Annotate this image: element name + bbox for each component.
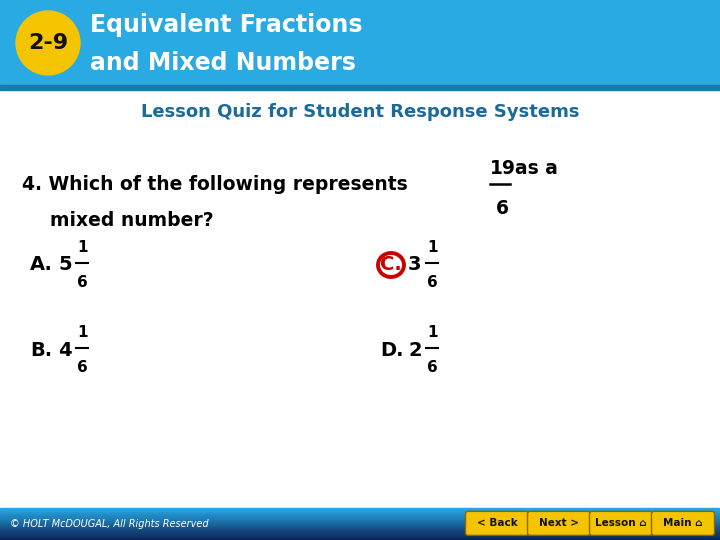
Bar <box>0 521 720 523</box>
Bar <box>0 536 720 538</box>
Text: 19: 19 <box>490 159 516 178</box>
Bar <box>0 522 720 524</box>
Text: 5: 5 <box>58 255 71 274</box>
Bar <box>0 534 720 536</box>
Text: Next >: Next > <box>539 518 579 528</box>
Bar <box>0 532 720 534</box>
Bar <box>0 0 720 85</box>
Text: D.: D. <box>380 341 403 360</box>
Bar <box>0 517 720 518</box>
Text: 6: 6 <box>496 199 509 218</box>
Bar <box>0 519 720 521</box>
Text: Main ⌂: Main ⌂ <box>663 518 703 528</box>
Bar <box>0 510 720 511</box>
Text: as a: as a <box>515 159 558 178</box>
FancyBboxPatch shape <box>590 511 652 535</box>
Text: mixed number?: mixed number? <box>50 211 214 229</box>
Text: < Back: < Back <box>477 518 518 528</box>
Bar <box>0 537 720 539</box>
Text: C.: C. <box>380 255 402 274</box>
Bar <box>0 511 720 512</box>
Bar <box>0 515 720 517</box>
Text: © HOLT McDOUGAL, All Rights Reserved: © HOLT McDOUGAL, All Rights Reserved <box>10 519 209 529</box>
Bar <box>0 530 720 531</box>
Bar <box>0 526 720 528</box>
Bar <box>0 521 720 522</box>
Text: 6: 6 <box>427 275 438 290</box>
Bar <box>0 538 720 540</box>
Text: 6: 6 <box>427 360 438 375</box>
Text: Lesson Quiz for Student Response Systems: Lesson Quiz for Student Response Systems <box>140 103 580 121</box>
Bar <box>0 535 720 537</box>
Text: and Mixed Numbers: and Mixed Numbers <box>90 51 356 75</box>
Bar <box>0 523 720 525</box>
FancyBboxPatch shape <box>528 511 590 535</box>
Bar <box>0 512 720 514</box>
Bar <box>0 525 720 527</box>
Text: 1: 1 <box>77 325 88 340</box>
Bar <box>0 509 720 510</box>
Ellipse shape <box>16 11 80 75</box>
Text: Lesson ⌂: Lesson ⌂ <box>595 518 647 528</box>
Bar <box>0 524 720 526</box>
Text: 4. Which of the following represents: 4. Which of the following represents <box>22 176 408 194</box>
Bar <box>0 513 720 515</box>
Text: 1: 1 <box>427 325 438 340</box>
Text: Equivalent Fractions: Equivalent Fractions <box>90 13 362 37</box>
Bar <box>0 531 720 532</box>
Bar <box>0 85 720 90</box>
Bar <box>0 508 720 509</box>
Text: 1: 1 <box>77 240 88 255</box>
Bar <box>0 533 720 535</box>
Bar <box>0 528 720 529</box>
Bar <box>0 516 720 518</box>
Text: 4: 4 <box>58 341 71 360</box>
Text: 2: 2 <box>408 341 422 360</box>
Text: 1: 1 <box>427 240 438 255</box>
Text: 6: 6 <box>77 275 88 290</box>
FancyBboxPatch shape <box>652 511 714 535</box>
Bar <box>0 529 720 530</box>
FancyBboxPatch shape <box>466 511 528 535</box>
Text: 6: 6 <box>77 360 88 375</box>
Bar <box>0 518 720 519</box>
Text: A.: A. <box>30 255 53 274</box>
Text: 2-9: 2-9 <box>28 33 68 53</box>
Text: B.: B. <box>30 341 52 360</box>
Bar <box>0 514 720 516</box>
Text: 3: 3 <box>408 255 421 274</box>
